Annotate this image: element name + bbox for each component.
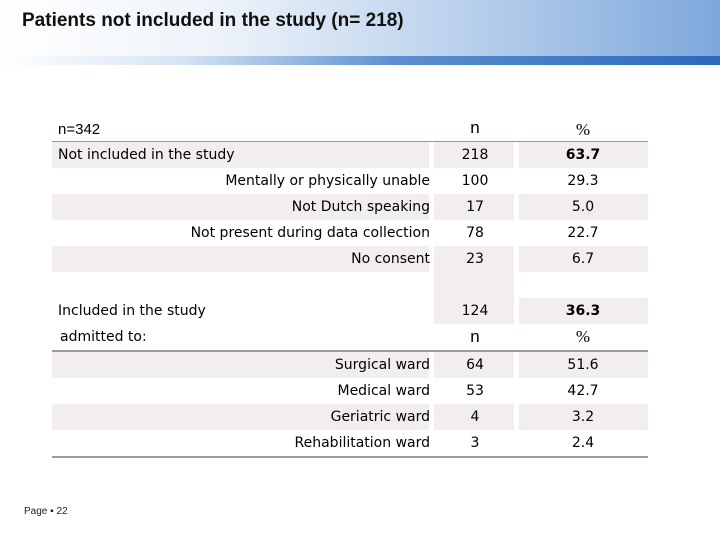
page-number: Page ▪ 22 xyxy=(24,506,68,517)
row-label: Mentally or physically unable xyxy=(225,173,430,189)
table-row: Mentally or physically unable 100 29.3 xyxy=(52,168,648,194)
slide-title: Patients not included in the study (n= 2… xyxy=(22,10,404,31)
row-label: Not Dutch speaking xyxy=(291,199,430,215)
subheader-row: admitted to: n % xyxy=(52,324,648,350)
row-percent: 29.3 xyxy=(567,173,599,189)
total-label: n=342 xyxy=(58,121,101,138)
row-n: 64 xyxy=(466,357,484,373)
row-label: admitted to: xyxy=(60,329,147,345)
table-bottom-rule xyxy=(52,456,648,458)
subheader-percent: % xyxy=(575,327,591,346)
table-row: Surgical ward 64 51.6 xyxy=(52,352,648,378)
row-label: Medical ward xyxy=(337,383,430,399)
row-label: Not present during data collection xyxy=(190,225,430,241)
table-row: Not included in the study 218 63.7 xyxy=(52,142,648,168)
table-row: Included in the study 124 36.3 xyxy=(52,298,648,324)
row-label: Included in the study xyxy=(58,303,206,319)
row-n: 3 xyxy=(470,435,480,451)
row-percent: 42.7 xyxy=(567,383,599,399)
table-row: Rehabilitation ward 3 2.4 xyxy=(52,430,648,456)
table-row: Not Dutch speaking 17 5.0 xyxy=(52,194,648,220)
row-n: 23 xyxy=(466,251,484,267)
row-n: 124 xyxy=(461,303,489,319)
table-header-row: n=342 n % xyxy=(52,115,648,141)
row-percent: 22.7 xyxy=(567,225,599,241)
row-n: 218 xyxy=(461,147,489,163)
table-row: Medical ward 53 42.7 xyxy=(52,378,648,404)
table-row: Not present during data collection 78 22… xyxy=(52,220,648,246)
column-header-n: n xyxy=(470,118,480,137)
row-percent: 63.7 xyxy=(565,147,601,163)
row-n: 4 xyxy=(470,409,480,425)
row-n: 100 xyxy=(461,173,489,189)
spacer-row xyxy=(52,272,648,298)
subheader-rule xyxy=(52,350,648,352)
row-percent: 6.7 xyxy=(571,251,595,267)
row-label: Surgical ward xyxy=(334,357,430,373)
row-n: 17 xyxy=(466,199,484,215)
table-row: No consent 23 6.7 xyxy=(52,246,648,272)
row-percent: 51.6 xyxy=(567,357,599,373)
row-percent: 2.4 xyxy=(571,435,595,451)
row-label: Rehabilitation ward xyxy=(294,435,430,451)
row-percent: 5.0 xyxy=(571,199,595,215)
row-percent: 3.2 xyxy=(571,409,595,425)
row-label: No consent xyxy=(351,251,430,267)
title-banner xyxy=(0,0,720,64)
subheader-n: n xyxy=(470,327,480,346)
row-label: Geriatric ward xyxy=(330,409,430,425)
table-row: Geriatric ward 4 3.2 xyxy=(52,404,648,430)
title-underline-bar xyxy=(0,56,720,65)
row-n: 78 xyxy=(466,225,484,241)
row-n: 53 xyxy=(466,383,484,399)
row-percent: 36.3 xyxy=(565,303,601,319)
column-header-percent: % xyxy=(575,120,591,139)
row-label: Not included in the study xyxy=(58,147,235,163)
